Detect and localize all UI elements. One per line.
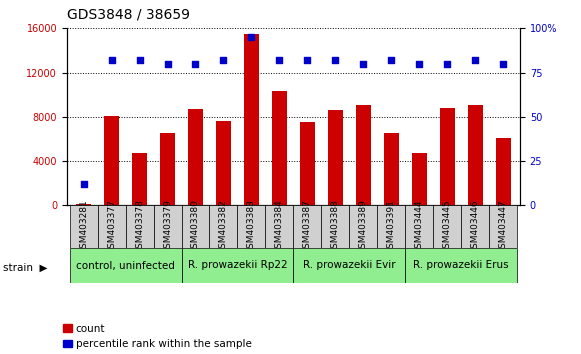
Point bbox=[247, 34, 256, 40]
Bar bbox=[70, 205, 98, 248]
Bar bbox=[300, 122, 315, 205]
Text: R. prowazekii Rp22: R. prowazekii Rp22 bbox=[188, 261, 287, 270]
Bar bbox=[328, 110, 343, 205]
Point bbox=[163, 61, 172, 67]
Bar bbox=[181, 205, 210, 248]
Text: GSM403445: GSM403445 bbox=[443, 199, 452, 254]
Text: GDS3848 / 38659: GDS3848 / 38659 bbox=[67, 7, 190, 21]
Text: GSM403281: GSM403281 bbox=[79, 199, 88, 254]
Bar bbox=[210, 205, 238, 248]
Point bbox=[415, 61, 424, 67]
Point bbox=[471, 57, 480, 63]
Bar bbox=[461, 205, 489, 248]
Text: GSM403382: GSM403382 bbox=[219, 199, 228, 254]
Text: strain  ▶: strain ▶ bbox=[3, 262, 48, 272]
Text: R. prowazekii Evir: R. prowazekii Evir bbox=[303, 261, 396, 270]
Point bbox=[443, 61, 452, 67]
Bar bbox=[216, 121, 231, 205]
Bar bbox=[293, 205, 321, 248]
Bar bbox=[377, 205, 406, 248]
Bar bbox=[98, 205, 125, 248]
Bar bbox=[406, 248, 517, 283]
Text: GSM403389: GSM403389 bbox=[359, 199, 368, 254]
Bar bbox=[238, 205, 266, 248]
Bar bbox=[153, 205, 181, 248]
Text: control, uninfected: control, uninfected bbox=[76, 261, 175, 270]
Point bbox=[358, 61, 368, 67]
Bar bbox=[356, 105, 371, 205]
Bar bbox=[433, 205, 461, 248]
Bar bbox=[411, 153, 427, 205]
Point bbox=[107, 57, 116, 63]
Text: GSM403446: GSM403446 bbox=[471, 199, 480, 254]
Bar bbox=[160, 133, 175, 205]
Bar bbox=[349, 205, 377, 248]
Bar bbox=[468, 105, 483, 205]
Bar bbox=[70, 248, 181, 283]
Point bbox=[135, 57, 144, 63]
Text: GSM403447: GSM403447 bbox=[498, 199, 508, 254]
Bar bbox=[181, 248, 293, 283]
Text: GSM403378: GSM403378 bbox=[135, 199, 144, 254]
Legend: count, percentile rank within the sample: count, percentile rank within the sample bbox=[63, 324, 252, 349]
Text: GSM403388: GSM403388 bbox=[331, 199, 340, 254]
Point bbox=[219, 57, 228, 63]
Bar bbox=[293, 248, 406, 283]
Text: R. prowazekii Erus: R. prowazekii Erus bbox=[414, 261, 509, 270]
Text: GSM403444: GSM403444 bbox=[415, 199, 424, 254]
Point bbox=[498, 61, 508, 67]
Text: GSM403379: GSM403379 bbox=[163, 199, 172, 254]
Bar bbox=[132, 153, 147, 205]
Point bbox=[387, 57, 396, 63]
Bar bbox=[188, 109, 203, 205]
Bar bbox=[383, 133, 399, 205]
Text: GSM403383: GSM403383 bbox=[247, 199, 256, 254]
Bar bbox=[272, 91, 287, 205]
Bar bbox=[244, 34, 259, 205]
Bar bbox=[489, 205, 517, 248]
Text: GSM403377: GSM403377 bbox=[107, 199, 116, 254]
Text: GSM403380: GSM403380 bbox=[191, 199, 200, 254]
Bar bbox=[104, 116, 119, 205]
Bar bbox=[76, 204, 91, 205]
Bar bbox=[496, 138, 511, 205]
Point bbox=[303, 57, 312, 63]
Bar bbox=[125, 205, 153, 248]
Point bbox=[275, 57, 284, 63]
Point bbox=[79, 181, 88, 187]
Bar bbox=[266, 205, 293, 248]
Point bbox=[331, 57, 340, 63]
Bar bbox=[406, 205, 433, 248]
Point bbox=[191, 61, 200, 67]
Text: GSM403391: GSM403391 bbox=[387, 199, 396, 254]
Bar bbox=[321, 205, 349, 248]
Text: GSM403387: GSM403387 bbox=[303, 199, 312, 254]
Text: GSM403384: GSM403384 bbox=[275, 199, 284, 254]
Bar bbox=[440, 108, 455, 205]
